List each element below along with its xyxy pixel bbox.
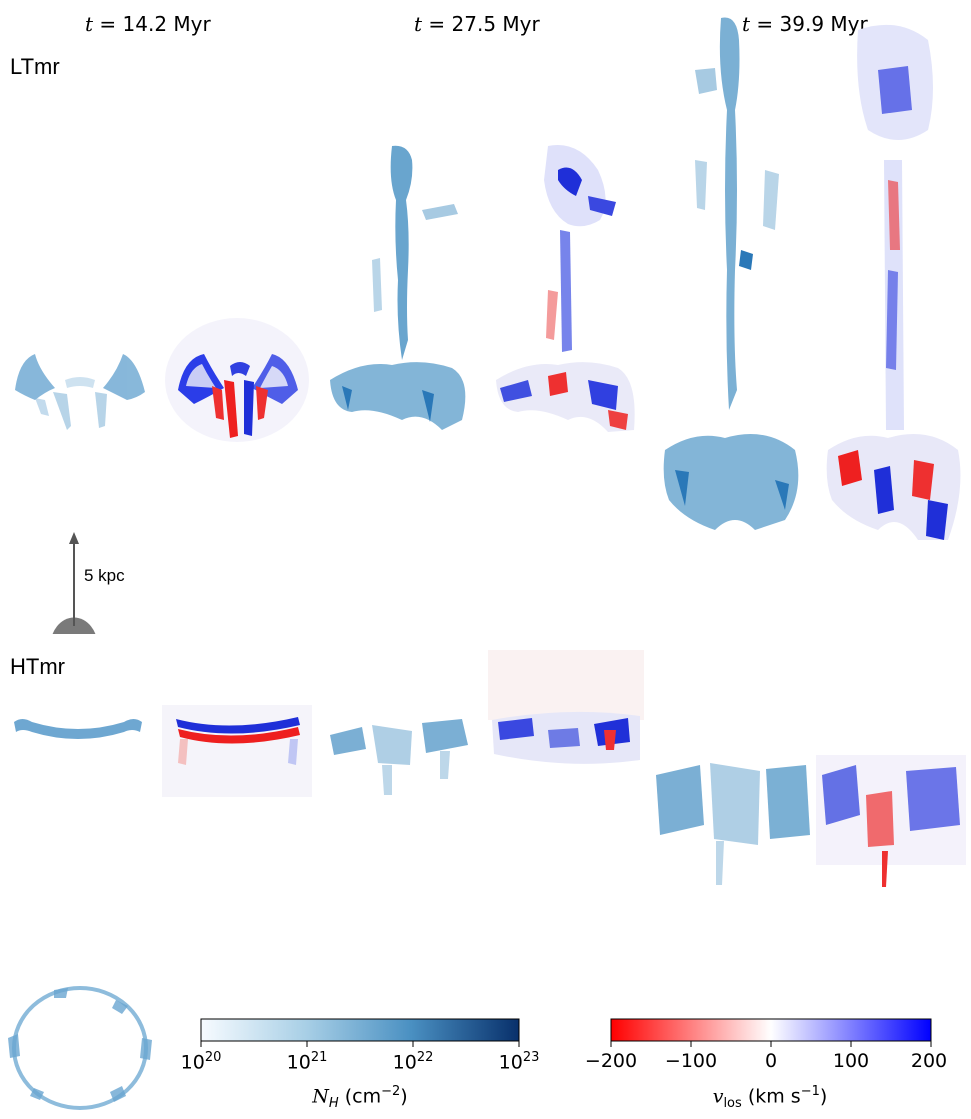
panel-htmr-t1-density — [14, 719, 142, 739]
panel-htmr-t2-density — [330, 719, 468, 795]
panel-ltmr-t2-density — [330, 145, 466, 430]
cd-tick-1: 1020 — [180, 1050, 222, 1074]
time-label-1: t = 14.2 Myr — [85, 12, 211, 36]
panel-ltmr-t3-velocity — [826, 24, 961, 540]
colorbar-los-velocity — [610, 1018, 932, 1047]
cd-tick-4: 1023 — [498, 1050, 540, 1074]
panel-htmr-t3-density — [656, 763, 810, 885]
v-tick-5: 200 — [910, 1050, 948, 1072]
cd-title: NH (cm−2) — [312, 1084, 408, 1112]
v-title: vlos (km s−1) — [712, 1084, 828, 1112]
v-tick-3: 0 — [764, 1050, 778, 1072]
panel-ltmr-t1-density — [15, 354, 145, 430]
v-tick-1: −200 — [584, 1050, 638, 1072]
panel-ltmr-t3-density — [663, 17, 799, 530]
row-label-ltmr: LTmr — [10, 54, 60, 79]
colorbar-column-density — [200, 1018, 520, 1047]
panel-ltmr-t2-velocity — [496, 145, 635, 432]
panel-htmr-t2-velocity — [488, 650, 644, 764]
scale-bar — [52, 532, 96, 634]
panel-htmr-t3-velocity — [816, 755, 966, 887]
row-label-htmr: HTmr — [10, 654, 65, 679]
cd-tick-3: 1022 — [392, 1050, 434, 1074]
scale-bar-label: 5 kpc — [84, 566, 125, 585]
panel-ltmr-t1-velocity — [165, 318, 309, 442]
time-label-2: t = 27.5 Myr — [414, 12, 540, 36]
time-label-3: t = 39.9 Myr — [742, 12, 868, 36]
panel-htmr-t1-velocity — [162, 705, 312, 797]
v-tick-4: 100 — [832, 1050, 870, 1072]
panel-ring-density — [8, 986, 152, 1110]
v-tick-2: −100 — [664, 1050, 718, 1072]
cd-tick-2: 1021 — [286, 1050, 328, 1074]
